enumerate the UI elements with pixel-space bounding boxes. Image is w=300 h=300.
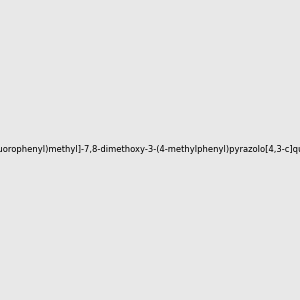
Text: 5-[(2-Fluorophenyl)methyl]-7,8-dimethoxy-3-(4-methylphenyl)pyrazolo[4,3-c]quinol: 5-[(2-Fluorophenyl)methyl]-7,8-dimethoxy… xyxy=(0,146,300,154)
